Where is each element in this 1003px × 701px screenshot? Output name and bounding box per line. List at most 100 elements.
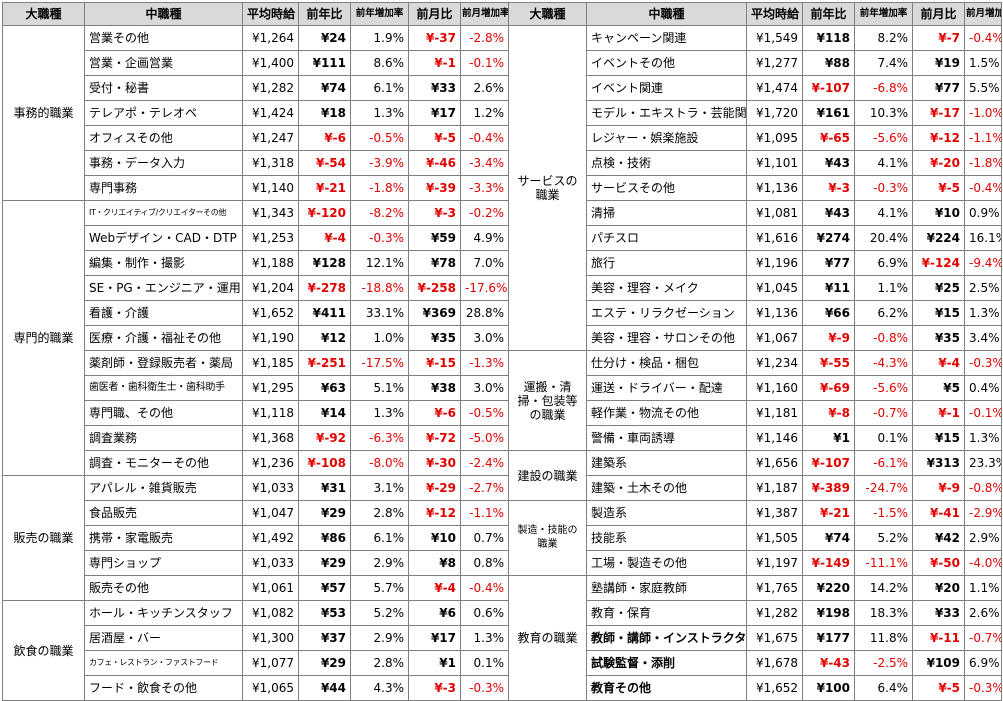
mom-rate-cell-right: -0.4%	[964, 175, 1002, 201]
minor-category-right: 教師・講師・インストラクター	[586, 625, 747, 651]
mom-cell-right: ¥35	[912, 325, 965, 351]
header-yoy-rate: 前年増加率	[350, 2, 409, 26]
mom-cell-right: ¥-20	[912, 150, 965, 176]
mom-cell-left: ¥-1	[408, 50, 461, 76]
minor-category-left: 医療・介護・福祉その他	[84, 325, 243, 351]
yoy-cell-left: ¥86	[298, 525, 351, 551]
mom-cell-right: ¥10	[912, 200, 965, 226]
mom-cell-right: ¥-11	[912, 625, 965, 651]
avg-cell-right: ¥1,160	[746, 375, 803, 401]
minor-category-left: 営業・企画営業	[84, 50, 243, 76]
avg-cell-right: ¥1,765	[746, 575, 803, 601]
yoy-rate-cell-left: 4.3%	[350, 675, 409, 701]
minor-category-right: 美容・理容・メイク	[586, 275, 747, 301]
mom-rate-cell-left: 0.8%	[460, 550, 509, 576]
mom-rate-cell-left: -3.4%	[460, 150, 509, 176]
mom-rate-cell-right: 1.3%	[964, 300, 1002, 326]
avg-cell-left: ¥1,188	[242, 250, 299, 276]
table-row: 編集・制作・撮影 ¥1,188 ¥128 12.1% ¥78 7.0% 旅行 ¥1,196 ¥7…	[3, 250, 1002, 276]
yoy-rate-cell-right: 6.9%	[854, 250, 913, 276]
avg-cell-left: ¥1,185	[242, 350, 299, 376]
yoy-cell-right: ¥-149	[802, 550, 855, 576]
mom-rate-cell-left: -0.4%	[460, 575, 509, 601]
mom-rate-cell-left: 1.3%	[460, 625, 509, 651]
yoy-rate-cell-right: 4.1%	[854, 200, 913, 226]
minor-category-left: 受付・秘書	[84, 75, 243, 101]
yoy-rate-cell-left: 2.9%	[350, 625, 409, 651]
yoy-rate-cell-left: -1.8%	[350, 175, 409, 201]
minor-category-right: 軽作業・物流その他	[586, 400, 747, 426]
avg-cell-right: ¥1,675	[746, 625, 803, 651]
minor-category-left: SE・PG・エンジニア・運用	[84, 275, 243, 301]
minor-category-right: 試験監督・添削	[586, 650, 747, 676]
avg-cell-right: ¥1,197	[746, 550, 803, 576]
yoy-rate-cell-right: -1.5%	[854, 500, 913, 526]
yoy-rate-cell-left: 3.1%	[350, 475, 409, 501]
yoy-rate-cell-left: 6.1%	[350, 525, 409, 551]
minor-category-right: レジャー・娯楽施設	[586, 125, 747, 151]
table-row: テレアポ・テレオペ ¥1,424 ¥18 1.3% ¥17 1.2% モデル・エキストラ・芸…	[3, 100, 1002, 126]
mom-cell-right: ¥109	[912, 650, 965, 676]
mom-cell-right: ¥-5	[912, 175, 965, 201]
mom-rate-cell-right: 1.3%	[964, 425, 1002, 451]
minor-category-left: オフィスその他	[84, 125, 243, 151]
mom-rate-cell-left: 0.6%	[460, 600, 509, 626]
minor-category-right: イベントその他	[586, 50, 747, 76]
mom-rate-cell-left: 0.7%	[460, 525, 509, 551]
yoy-cell-left: ¥-108	[298, 450, 351, 476]
avg-cell-left: ¥1,204	[242, 275, 299, 301]
yoy-rate-cell-left: 2.8%	[350, 650, 409, 676]
minor-category-left: 調査・モニターその他	[84, 450, 243, 476]
avg-cell-left: ¥1,082	[242, 600, 299, 626]
yoy-rate-cell-right: -0.8%	[854, 325, 913, 351]
yoy-cell-left: ¥111	[298, 50, 351, 76]
header-major: 大職種	[2, 2, 85, 26]
minor-category-right: イベント関連	[586, 75, 747, 101]
avg-cell-right: ¥1,277	[746, 50, 803, 76]
avg-cell-right: ¥1,095	[746, 125, 803, 151]
mom-cell-right: ¥-1	[912, 400, 965, 426]
table-body: 事務的職業 営業その他 ¥1,264 ¥24 1.9% ¥-37 -2.8% サービスの職業キ…	[2, 25, 1002, 701]
mom-rate-cell-right: -0.4%	[964, 25, 1002, 51]
mom-cell-left: ¥59	[408, 225, 461, 251]
mom-cell-right: ¥15	[912, 300, 965, 326]
avg-cell-right: ¥1,136	[746, 175, 803, 201]
yoy-cell-left: ¥-21	[298, 175, 351, 201]
avg-cell-left: ¥1,247	[242, 125, 299, 151]
yoy-cell-left: ¥-92	[298, 425, 351, 451]
major-category-left: 販売の職業	[2, 475, 85, 601]
avg-cell-right: ¥1,187	[746, 475, 803, 501]
mom-cell-left: ¥-37	[408, 25, 461, 51]
mom-cell-left: ¥-6	[408, 400, 461, 426]
minor-category-right: モデル・エキストラ・芸能関連	[586, 100, 747, 126]
avg-cell-left: ¥1,140	[242, 175, 299, 201]
mom-rate-cell-right: -1.0%	[964, 100, 1002, 126]
yoy-cell-right: ¥-8	[802, 400, 855, 426]
mom-rate-cell-right: -1.8%	[964, 150, 1002, 176]
mom-cell-left: ¥78	[408, 250, 461, 276]
mom-cell-left: ¥-30	[408, 450, 461, 476]
avg-cell-left: ¥1,264	[242, 25, 299, 51]
header-major-right: 大職種	[508, 2, 587, 26]
yoy-rate-cell-right: 4.1%	[854, 150, 913, 176]
yoy-rate-cell-right: 5.2%	[854, 525, 913, 551]
yoy-rate-cell-left: -6.3%	[350, 425, 409, 451]
header-avg-right: 平均時給	[746, 2, 803, 26]
table-row: 医療・介護・福祉その他 ¥1,190 ¥12 1.0% ¥35 3.0% 美容・理容・サロン…	[3, 325, 1002, 351]
yoy-cell-left: ¥57	[298, 575, 351, 601]
yoy-rate-cell-left: -18.8%	[350, 275, 409, 301]
yoy-cell-left: ¥411	[298, 300, 351, 326]
avg-cell-left: ¥1,652	[242, 300, 299, 326]
mom-cell-left: ¥-39	[408, 175, 461, 201]
yoy-cell-right: ¥-3	[802, 175, 855, 201]
table-row: 専門的職業 IT・クリエイティブ/クリエイターその他 ¥1,343 ¥-120 -8.2…	[2, 200, 1002, 476]
mom-rate-cell-right: 2.9%	[964, 525, 1002, 551]
mom-rate-cell-right: 16.1%	[964, 225, 1002, 251]
mom-cell-right: ¥25	[912, 275, 965, 301]
table-row: 調査業務 ¥1,368 ¥-92 -6.3% ¥-72 -5.0% 警備・車両誘導 ¥1,14…	[3, 425, 1002, 451]
yoy-cell-right: ¥177	[802, 625, 855, 651]
yoy-rate-cell-left: 1.0%	[350, 325, 409, 351]
avg-cell-left: ¥1,424	[242, 100, 299, 126]
yoy-cell-left: ¥14	[298, 400, 351, 426]
minor-category-left: 歯医者・歯科衛生士・歯科助手	[84, 375, 243, 401]
